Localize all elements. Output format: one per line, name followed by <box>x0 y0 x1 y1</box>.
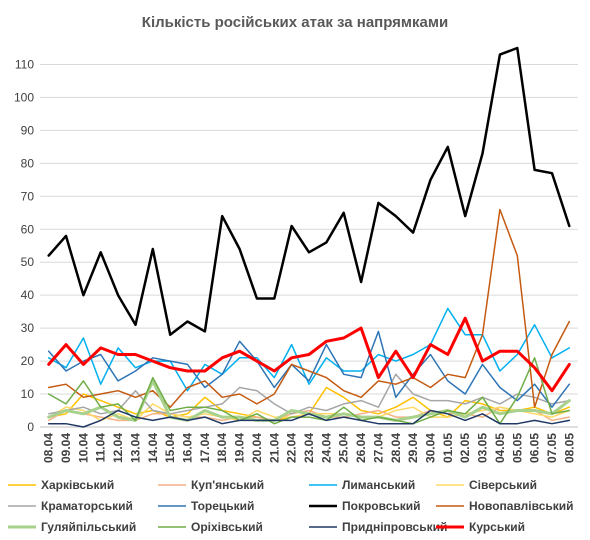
legend-item: Новопавлівський <box>436 499 574 513</box>
x-tick-label: 16.04 <box>181 433 195 463</box>
x-tick-label: 19.04 <box>233 433 247 463</box>
x-tick-label: 07.05 <box>545 433 559 463</box>
legend-label: Краматорський <box>41 499 133 513</box>
y-tick-label: 110 <box>15 57 34 71</box>
y-tick-label: 90 <box>21 123 35 137</box>
series-line-2 <box>47 307 571 392</box>
y-tick-label: 30 <box>21 321 35 335</box>
x-tick-label: 26.04 <box>354 433 368 463</box>
chart-title: Кількість російських атак за напрямками <box>142 14 448 31</box>
x-tick-label: 25.04 <box>337 433 351 463</box>
x-tick-label: 04.05 <box>493 433 507 463</box>
legend-label: Придніпровський <box>342 520 447 534</box>
x-axis-ticks: 08.04 09.04 10.04 11.04 12.04 13.04 14.04 15.04… <box>42 433 577 463</box>
legend-item: Харківський <box>8 478 114 492</box>
y-tick-label: 70 <box>21 189 35 203</box>
series-line-10 <box>47 409 571 428</box>
legend-item: Гуляйпільський <box>8 520 136 534</box>
legend-item: Курський <box>436 520 525 534</box>
series-line-7 <box>47 208 571 408</box>
x-tick-label: 15.04 <box>163 433 177 463</box>
x-tick-label: 30.04 <box>423 433 437 463</box>
legend-item: Покровський <box>309 499 421 513</box>
x-tick-label: 20.04 <box>250 433 264 463</box>
legend: Харківський Куп'янський Лиманський Сіверськ… <box>8 478 574 534</box>
y-tick-label: 20 <box>21 354 35 368</box>
series-lines <box>47 46 571 428</box>
y-tick-label: 40 <box>21 288 35 302</box>
legend-label: Гуляйпільський <box>41 520 136 534</box>
legend-item: Лиманський <box>309 478 415 492</box>
y-tick-label: 10 <box>21 387 35 401</box>
x-tick-label: 01.05 <box>441 433 455 463</box>
x-tick-label: 13.04 <box>128 433 142 463</box>
x-tick-label: 29.04 <box>406 433 420 463</box>
legend-label: Курський <box>469 520 525 534</box>
legend-label: Лиманський <box>342 478 415 492</box>
x-tick-label: 21.04 <box>267 433 281 463</box>
x-tick-label: 27.04 <box>371 433 385 463</box>
legend-item: Куп'янський <box>158 478 264 492</box>
series-line-0 <box>47 386 571 422</box>
legend-item: Краматорський <box>8 499 133 513</box>
y-tick-label: 0 <box>27 420 34 434</box>
y-tick-label: 80 <box>21 156 35 170</box>
legend-item: Торецький <box>158 499 254 513</box>
x-tick-label: 14.04 <box>146 433 160 463</box>
x-tick-label: 18.04 <box>215 433 229 463</box>
x-tick-label: 08.04 <box>42 433 56 463</box>
x-tick-label: 12.04 <box>111 433 125 463</box>
y-tick-label: 100 <box>14 90 34 104</box>
x-tick-label: 10.04 <box>76 433 90 463</box>
series-line-9 <box>47 357 571 425</box>
series-line-5 <box>47 330 571 408</box>
series-line-11 <box>47 316 571 393</box>
x-tick-label: 17.04 <box>198 433 212 463</box>
x-tick-label: 05.05 <box>510 433 524 463</box>
x-tick-label: 23.04 <box>302 433 316 463</box>
legend-label: Куп'янський <box>191 478 264 492</box>
x-tick-label: 11.04 <box>94 433 108 463</box>
series-line-6 <box>47 46 571 336</box>
y-axis-ticks: 0 10 20 30 40 50 60 70 80 90 100 110 <box>14 57 34 434</box>
legend-label: Покровський <box>342 499 421 513</box>
x-tick-label: 02.05 <box>458 433 472 463</box>
legend-label: Торецький <box>191 499 254 513</box>
legend-item: Сіверський <box>436 478 537 492</box>
legend-label: Сіверський <box>469 478 537 492</box>
x-tick-label: 06.05 <box>528 433 542 463</box>
legend-label: Новопавлівський <box>469 499 574 513</box>
x-tick-label: 09.04 <box>59 433 73 463</box>
legend-item: Оріхівський <box>158 520 263 534</box>
legend-label: Харківський <box>41 478 114 492</box>
x-tick-label: 22.04 <box>285 433 299 463</box>
y-tick-label: 50 <box>21 255 35 269</box>
x-tick-label: 24.04 <box>319 433 333 463</box>
y-tick-label: 60 <box>21 222 35 236</box>
legend-item: Придніпровський <box>309 520 447 534</box>
x-tick-label: 03.05 <box>476 433 490 463</box>
legend-label: Оріхівський <box>191 520 263 534</box>
x-tick-label: 08.05 <box>562 433 576 463</box>
x-tick-label: 28.04 <box>389 433 403 463</box>
